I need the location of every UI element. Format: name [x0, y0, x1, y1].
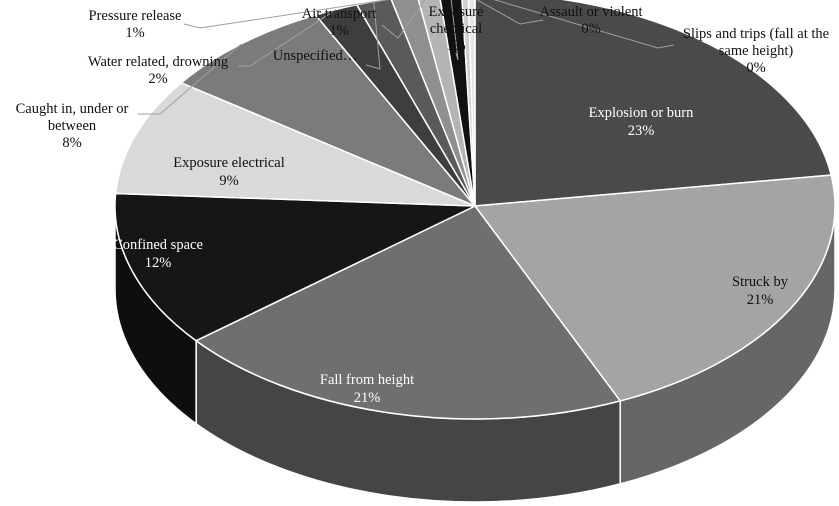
data-label-air-transport: Air transport — [302, 6, 377, 22]
data-value-pressure-release: 1% — [125, 25, 144, 41]
slice-slips-and-trips-fall-at-the-same-height — [467, 0, 476, 207]
data-value-slips-and-trips-fall-at-the-same-height: 0% — [746, 60, 765, 76]
data-label-explosion-or-burn: Explosion or burn — [589, 105, 694, 121]
data-label-exposure-electrical: Exposure electrical — [173, 155, 285, 171]
data-labels: Explosion or burn 23% Struck by 21% Fall fro… — [16, 4, 829, 406]
slice-explosion-or-burn — [474, 0, 833, 207]
data-value-explosion-or-burn: 23% — [628, 123, 655, 139]
data-label-pressure-release: Pressure release — [89, 8, 182, 24]
data-value-water-related-drowning: 2% — [148, 71, 167, 87]
leader-exposure-chemical — [450, 0, 459, 61]
data-label-struck-by: Struck by — [732, 274, 789, 290]
data-label-confined-space: Confined space — [113, 237, 203, 253]
slice-exposure-chemical — [439, 0, 476, 207]
pie-slices — [114, 0, 836, 420]
slice-confined-space — [114, 192, 476, 342]
slice-pressure-release — [390, 0, 476, 207]
data-label-unspecified: Unspecified… — [273, 48, 358, 64]
data-value-exposure-electrical: 9% — [219, 173, 238, 189]
data-label-assault-or-violent: Assault or violent — [539, 4, 642, 20]
data-value-fall-from-height: 21% — [354, 390, 381, 406]
data-label-water-related-drowning: Water related, drowning — [88, 54, 228, 70]
data-label-exposure-chemical: Exposure chemical — [429, 4, 484, 37]
data-label-fall-from-height: Fall from height — [320, 372, 414, 388]
leader-unspecified — [365, 1, 381, 70]
leader-assault-or-violent — [476, 0, 544, 25]
data-value-exposure-chemical: 1% — [446, 38, 465, 54]
data-value-assault-or-violent: 0% — [581, 21, 600, 37]
data-value-air-transport: 1% — [329, 23, 348, 39]
leader-water-related-drowning — [238, 9, 337, 67]
data-value-caught-in-under-or-between: 8% — [62, 135, 81, 151]
slice-fall-from-height — [194, 205, 622, 420]
slice-struck-by — [473, 174, 836, 402]
data-label-caught-in-under-or-between: Caught in, under or between — [16, 101, 129, 134]
data-value-confined-space: 12% — [145, 255, 172, 271]
data-value-struck-by: 21% — [747, 292, 774, 308]
leader-air-transport — [381, 0, 426, 39]
slice-exposure-electrical — [114, 81, 476, 207]
data-label-slips-and-trips-fall-at-the-same-height: Slips and trips (fall at the same height) — [683, 26, 829, 59]
pie-3d-sides — [114, 205, 836, 503]
slice-air-transport — [417, 0, 476, 207]
leader-lines — [138, 0, 675, 115]
leader-slips-and-trips-fall-at-the-same-height — [493, 0, 675, 49]
slice-assault-or-violent — [461, 0, 476, 207]
leader-caught-in-under-or-between — [138, 43, 242, 115]
leader-pressure-release — [183, 0, 389, 29]
